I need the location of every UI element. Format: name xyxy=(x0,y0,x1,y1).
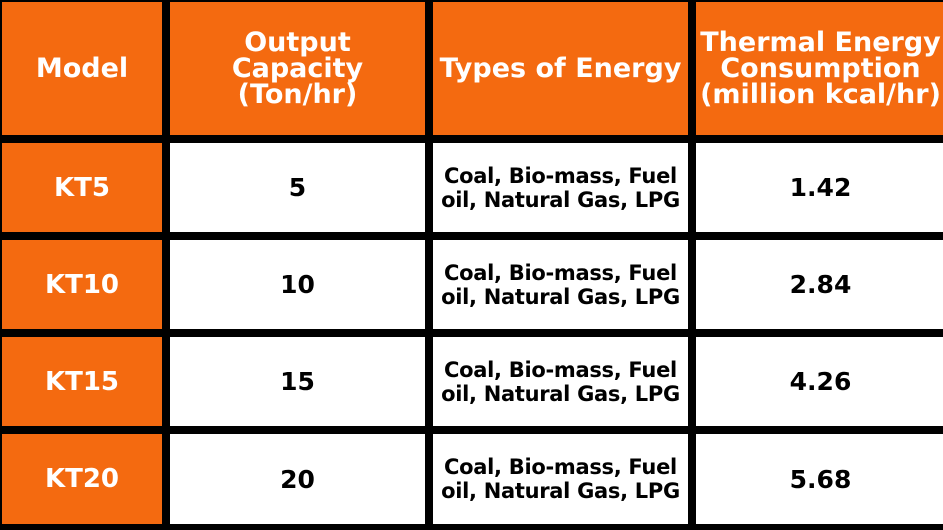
row-2-model: KT10 xyxy=(2,240,162,329)
row-1-output-capacity: 5 xyxy=(170,143,425,232)
row-3-energy-line-1: Coal, Bio-mass, Fuel xyxy=(444,357,677,382)
row-2-energy-line-1: Coal, Bio-mass, Fuel xyxy=(444,260,677,285)
header-output-capacity-line-2: (Ton/hr) xyxy=(237,78,358,110)
row-2-types-of-energy: Coal, Bio-mass, Fuel oil, Natural Gas, L… xyxy=(433,240,688,329)
row-2-thermal-energy: 2.84 xyxy=(696,240,943,329)
row-1-energy-line-1: Coal, Bio-mass, Fuel xyxy=(444,163,677,188)
header-thermal-energy-line-1: Thermal Energy xyxy=(700,26,941,58)
row-4-energy-line-2: oil, Natural Gas, LPG xyxy=(441,479,680,503)
header-types-of-energy: Types of Energy xyxy=(433,2,688,135)
header-model: Model xyxy=(2,2,162,135)
row-3-types-of-energy: Coal, Bio-mass, Fuel oil, Natural Gas, L… xyxy=(433,337,688,426)
row-3-output-capacity: 15 xyxy=(170,337,425,426)
row-4-model: KT20 xyxy=(2,434,162,524)
header-types-of-energy-label: Types of Energy xyxy=(439,52,682,84)
row-3-energy-line-2: oil, Natural Gas, LPG xyxy=(441,381,680,406)
row-4-output-capacity: 20 xyxy=(170,434,425,524)
row-2-energy-line-2: oil, Natural Gas, LPG xyxy=(441,284,680,309)
row-1-model: KT5 xyxy=(2,143,162,232)
row-3-model: KT15 xyxy=(2,337,162,426)
header-thermal-energy: Thermal Energy Consumption (million kcal… xyxy=(696,2,943,135)
row-4-thermal-energy: 5.68 xyxy=(696,434,943,524)
header-thermal-energy-line-3: (million kcal/hr) xyxy=(700,78,941,110)
header-output-capacity: Output Capacity (Ton/hr) xyxy=(170,2,425,135)
row-1-types-of-energy: Coal, Bio-mass, Fuel oil, Natural Gas, L… xyxy=(433,143,688,232)
row-1-thermal-energy: 1.42 xyxy=(696,143,943,232)
row-3-thermal-energy: 4.26 xyxy=(696,337,943,426)
header-model-label: Model xyxy=(35,52,129,84)
row-4-energy-line-1: Coal, Bio-mass, Fuel xyxy=(444,455,677,479)
row-1-energy-line-2: oil, Natural Gas, LPG xyxy=(441,187,680,212)
header-thermal-energy-line-2: Consumption xyxy=(720,52,921,84)
row-2-output-capacity: 10 xyxy=(170,240,425,329)
row-4-types-of-energy: Coal, Bio-mass, Fuel oil, Natural Gas, L… xyxy=(433,434,688,524)
header-output-capacity-line-1: Output Capacity xyxy=(231,26,364,84)
